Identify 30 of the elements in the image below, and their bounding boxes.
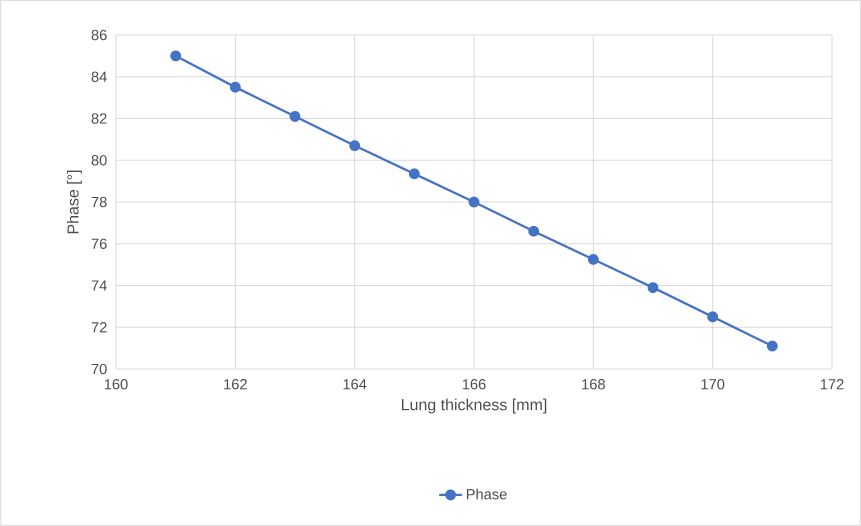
- point: [766, 340, 778, 352]
- x-tick-label: 166: [462, 379, 486, 390]
- point: [528, 226, 540, 237]
- y-tick-label: 82: [92, 113, 107, 124]
- point: [468, 196, 480, 208]
- x-tick-label: 172: [820, 379, 844, 390]
- point: [648, 282, 658, 293]
- point: [170, 50, 182, 62]
- y-tick-label: 78: [92, 196, 107, 208]
- x-tick-label: 170: [702, 379, 724, 390]
- point: [588, 254, 599, 265]
- x-tick-label: 168: [582, 379, 605, 390]
- y-tick-label: 76: [92, 238, 107, 249]
- legend-label: Phase: [466, 488, 507, 500]
- y-tick-label: 74: [92, 280, 107, 291]
- y-tick-label: 86: [92, 30, 107, 40]
- y-axis-title: Phase [°]: [66, 170, 82, 234]
- y-tick-label: 70: [92, 364, 107, 374]
- point: [349, 140, 360, 152]
- y-tick-label: 84: [92, 72, 107, 82]
- point: [290, 111, 300, 122]
- x-axis-title: Lung thickness [mm]: [402, 398, 546, 414]
- point: [707, 311, 718, 322]
- x-tick-label: 160: [104, 379, 128, 390]
- point: [230, 82, 241, 93]
- x-tick-label: 164: [344, 379, 366, 390]
- x-tick-label: 162: [224, 379, 247, 390]
- point: [408, 168, 420, 180]
- y-tick-label: 80: [92, 155, 107, 166]
- y-tick-label: 72: [92, 322, 107, 332]
